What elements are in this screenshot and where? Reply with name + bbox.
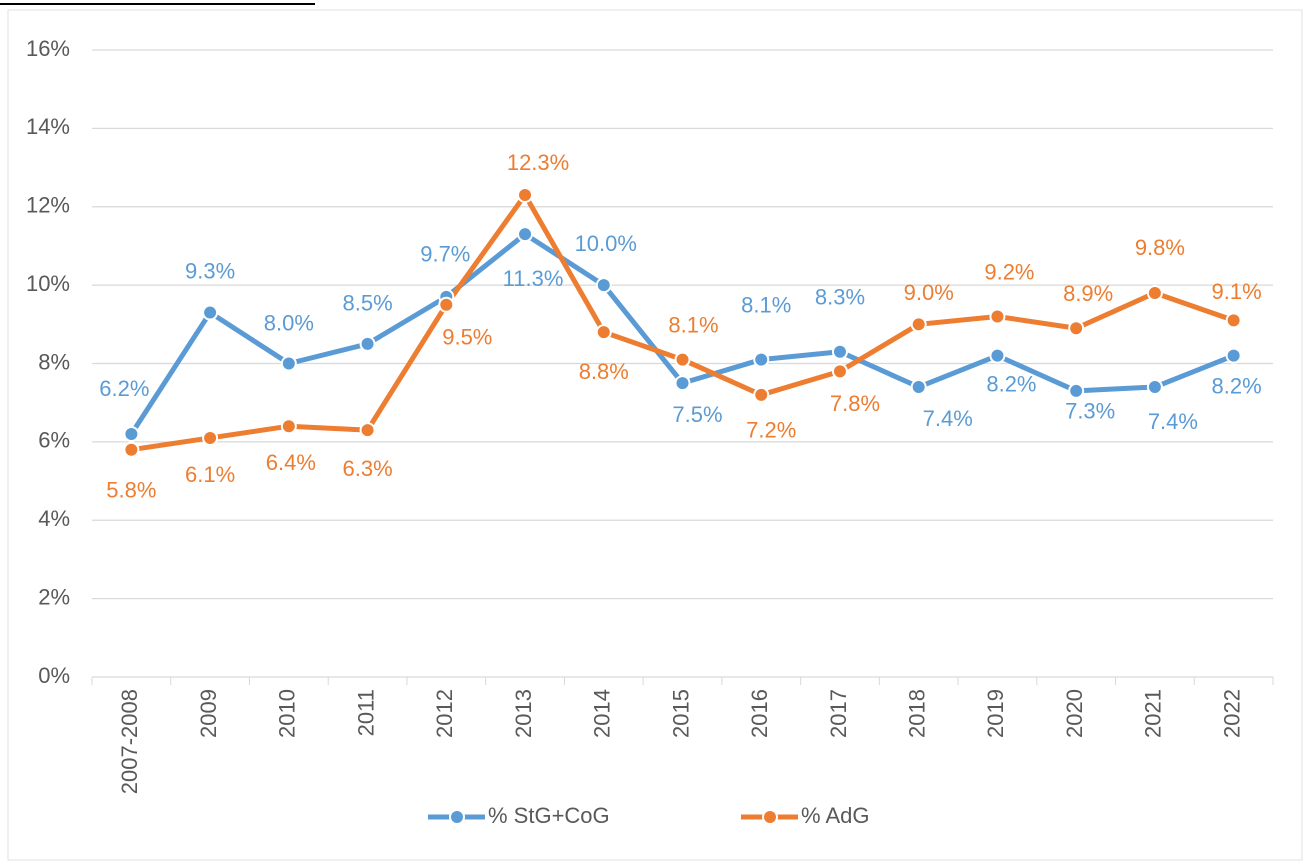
data-label: 6.2%	[99, 376, 149, 401]
data-label: 12.3%	[507, 150, 569, 175]
y-tick-label: 0%	[38, 663, 70, 688]
y-tick-label: 14%	[26, 114, 70, 139]
data-point	[910, 316, 927, 333]
data-label: 7.5%	[672, 402, 722, 427]
legend-marker	[449, 809, 465, 825]
data-point	[202, 304, 219, 321]
x-tick-label: 2016	[747, 689, 772, 738]
data-point	[831, 363, 848, 380]
data-point	[595, 277, 612, 294]
data-label: 7.8%	[830, 391, 880, 416]
legend-marker	[762, 809, 778, 825]
data-label: 6.1%	[185, 462, 235, 487]
data-label: 6.3%	[342, 456, 392, 481]
data-label: 9.3%	[185, 258, 235, 283]
data-point	[1068, 320, 1085, 337]
frame	[7, 9, 1303, 861]
x-tick-label: 2010	[275, 689, 300, 738]
data-point	[831, 343, 848, 360]
data-label: 8.2%	[1212, 373, 1262, 398]
data-point	[359, 335, 376, 352]
data-point	[989, 347, 1006, 364]
data-label: 10.0%	[575, 231, 637, 256]
x-tick-label: 2014	[590, 689, 615, 738]
data-label: 7.2%	[746, 418, 796, 443]
x-tick-label: 2017	[826, 689, 851, 738]
data-label: 8.2%	[986, 371, 1036, 396]
data-point	[595, 324, 612, 341]
legend-label: % StG+CoG	[488, 803, 610, 828]
data-label: 8.9%	[1063, 281, 1113, 306]
x-tick-label: 2022	[1219, 689, 1244, 738]
data-label: 9.1%	[1212, 279, 1262, 304]
data-label: 9.5%	[442, 325, 492, 350]
x-tick-label: 2013	[511, 689, 536, 738]
data-label: 7.3%	[1065, 399, 1115, 424]
data-label: 5.8%	[106, 478, 156, 503]
data-point	[438, 296, 455, 313]
data-point	[753, 386, 770, 403]
legend-label: % AdG	[801, 803, 869, 828]
data-label: 8.5%	[342, 291, 392, 316]
data-point	[123, 426, 140, 443]
data-point	[123, 441, 140, 458]
data-label: 6.4%	[266, 450, 316, 475]
data-point	[1225, 312, 1242, 329]
data-point	[1068, 382, 1085, 399]
data-point	[517, 226, 534, 243]
data-label: 8.0%	[264, 310, 314, 335]
data-label: 8.1%	[741, 292, 791, 317]
data-label: 7.4%	[923, 406, 973, 431]
y-tick-label: 16%	[26, 36, 70, 61]
x-tick-label: 2007-2008	[117, 689, 142, 794]
data-label: 8.1%	[668, 312, 718, 337]
data-label: 9.2%	[984, 259, 1034, 284]
data-point	[910, 379, 927, 396]
x-tick-label: 2011	[353, 689, 378, 736]
x-tick-label: 2018	[905, 689, 930, 738]
data-label: 8.3%	[815, 285, 865, 310]
data-point	[753, 351, 770, 368]
data-point	[202, 429, 219, 446]
x-tick-label: 2012	[432, 689, 457, 738]
x-tick-label: 2015	[668, 689, 693, 738]
x-tick-label: 2019	[983, 689, 1008, 738]
data-point	[674, 375, 691, 392]
data-label: 9.0%	[904, 280, 954, 305]
data-point	[1146, 379, 1163, 396]
y-tick-label: 8%	[38, 349, 70, 374]
y-tick-label: 6%	[38, 428, 70, 453]
data-point	[1146, 284, 1163, 301]
data-label: 9.8%	[1135, 235, 1185, 260]
y-tick-label: 10%	[26, 271, 70, 296]
data-point	[280, 418, 297, 435]
data-point	[674, 351, 691, 368]
data-point	[517, 186, 534, 203]
data-label: 11.3%	[503, 266, 564, 291]
data-label: 9.7%	[420, 242, 470, 267]
y-tick-label: 12%	[26, 193, 70, 218]
data-point	[1225, 347, 1242, 364]
x-tick-label: 2020	[1062, 689, 1087, 738]
x-tick-label: 2009	[196, 689, 221, 738]
data-label: 8.8%	[579, 359, 629, 384]
data-point	[989, 308, 1006, 325]
data-label: 7.4%	[1148, 409, 1198, 434]
y-tick-label: 4%	[38, 506, 70, 531]
data-point	[280, 355, 297, 372]
data-point	[359, 422, 376, 439]
x-tick-label: 2021	[1141, 689, 1166, 738]
y-tick-label: 2%	[38, 584, 70, 609]
